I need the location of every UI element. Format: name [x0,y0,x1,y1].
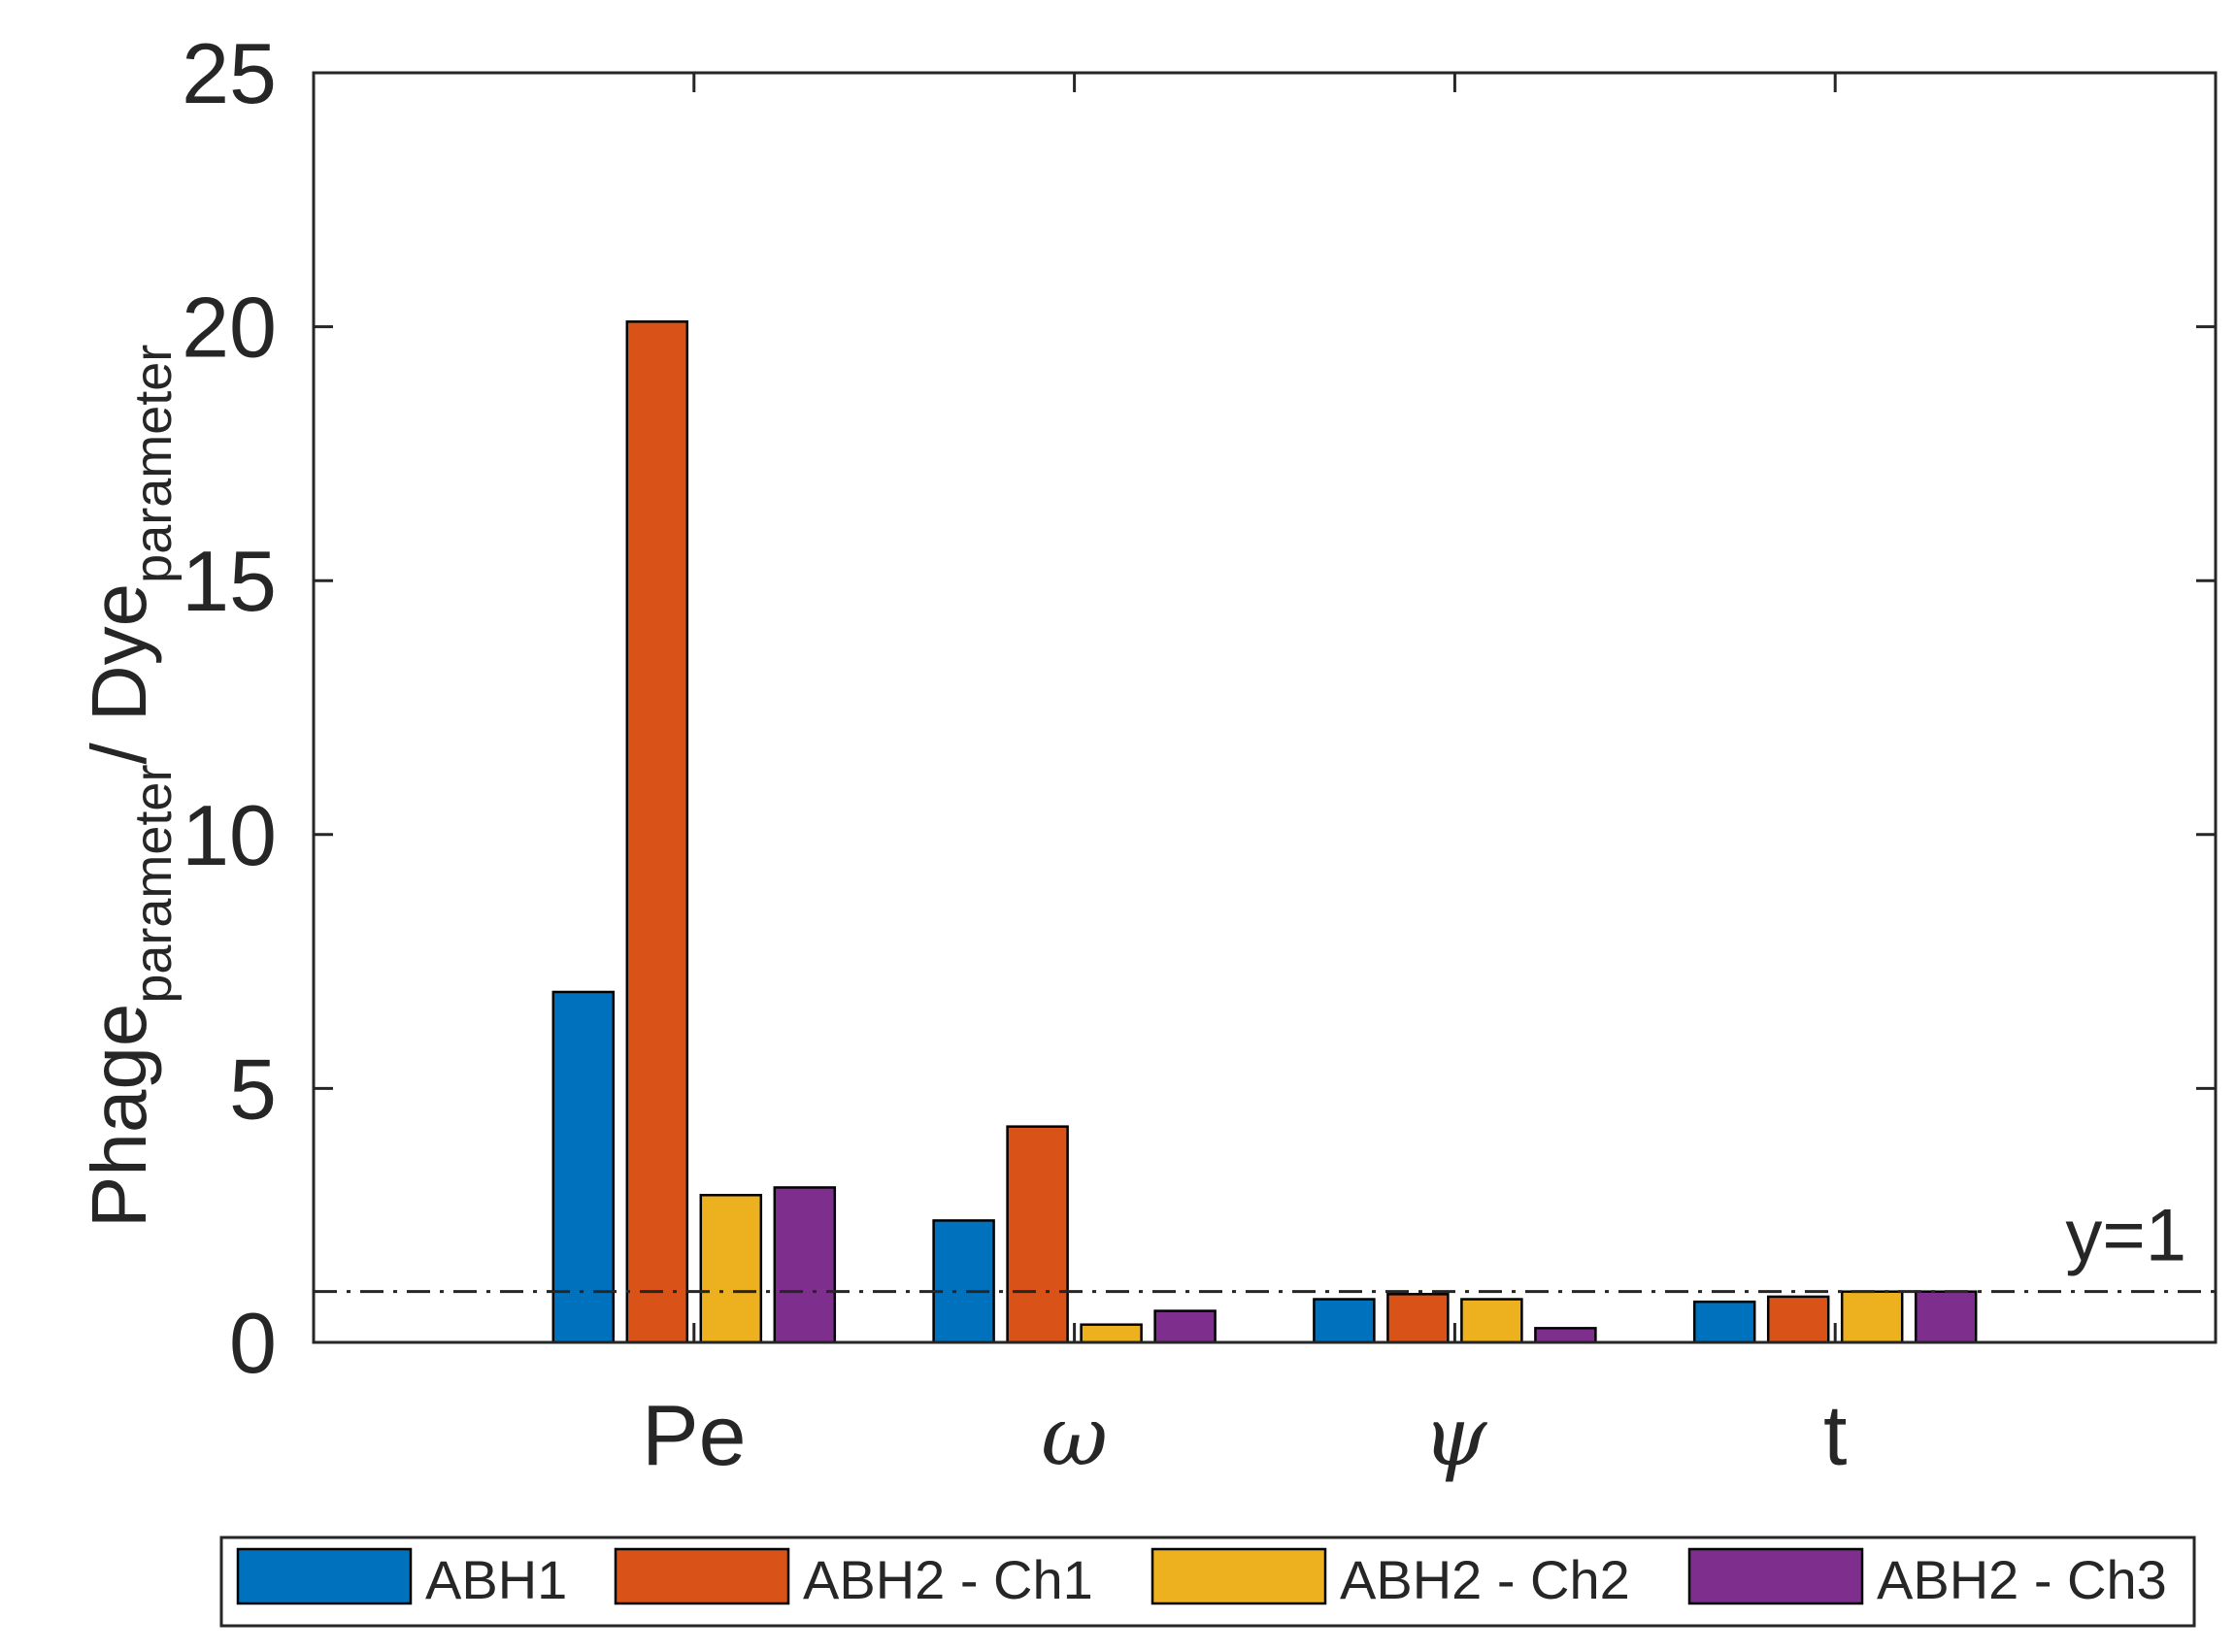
y-tick-label: 15 [182,533,277,629]
bar-abh2-ch1-2 [1006,1125,1069,1344]
bar-abh1-2 [932,1219,995,1344]
y-tick-label: 25 [182,25,277,121]
legend-label: ABH2 - Ch3 [1877,1549,2167,1610]
bar-abh2-ch3-3 [1534,1327,1597,1344]
bar-abh1-1 [551,990,616,1344]
x-category-label: Pe [642,1387,747,1483]
bar-abh1-4 [1692,1300,1756,1344]
bar-abh1-3 [1313,1298,1376,1344]
y-axis-ticks: 0 5 10 15 20 25 [182,25,2216,1391]
bar-abh2-ch3-2 [1153,1309,1217,1344]
x-axis-ticks: Pe ω ψ t [642,73,1847,1484]
x-category-label: t [1823,1387,1847,1483]
legend-swatch [1151,1547,1327,1605]
y-tick-label: 5 [229,1041,277,1137]
bar-abh2-ch2-1 [699,1194,763,1344]
bar-abh2-ch3-1 [773,1186,837,1344]
plot-area-frame [312,71,2218,1344]
legend-swatch [236,1547,413,1605]
y-tick-label: 10 [182,787,277,883]
y-tick-label: 20 [182,280,277,376]
reference-line-label: y=1 [2065,1195,2186,1277]
legend-label: ABH1 [425,1549,567,1610]
legend-label: ABH2 - Ch1 [803,1549,1093,1610]
bar-abh2-ch1-1 [625,320,689,1344]
bar-abh2-ch1-4 [1766,1295,1830,1344]
x-category-label: ψ [1422,1389,1487,1484]
y-tick-label: 0 [229,1295,277,1391]
bar-abh2-ch3-4 [1914,1290,1978,1344]
legend-swatch [1687,1547,1864,1605]
y-axis-label: Phageparameter/ Dyeparameter [76,345,183,1228]
bar-abh2-ch2-3 [1460,1298,1523,1344]
x-category-label: ω [1041,1389,1108,1484]
bars-layer [551,320,1978,1344]
bar-abh2-ch1-3 [1386,1293,1450,1344]
legend: ABH1 ABH2 - Ch1 ABH2 - Ch2 ABH2 - Ch3 [219,1536,2196,1628]
legend-swatch [614,1547,790,1605]
legend-label: ABH2 - Ch2 [1340,1549,1630,1610]
bar-abh2-ch2-4 [1840,1290,1904,1344]
bar-abh2-ch2-2 [1080,1323,1143,1344]
